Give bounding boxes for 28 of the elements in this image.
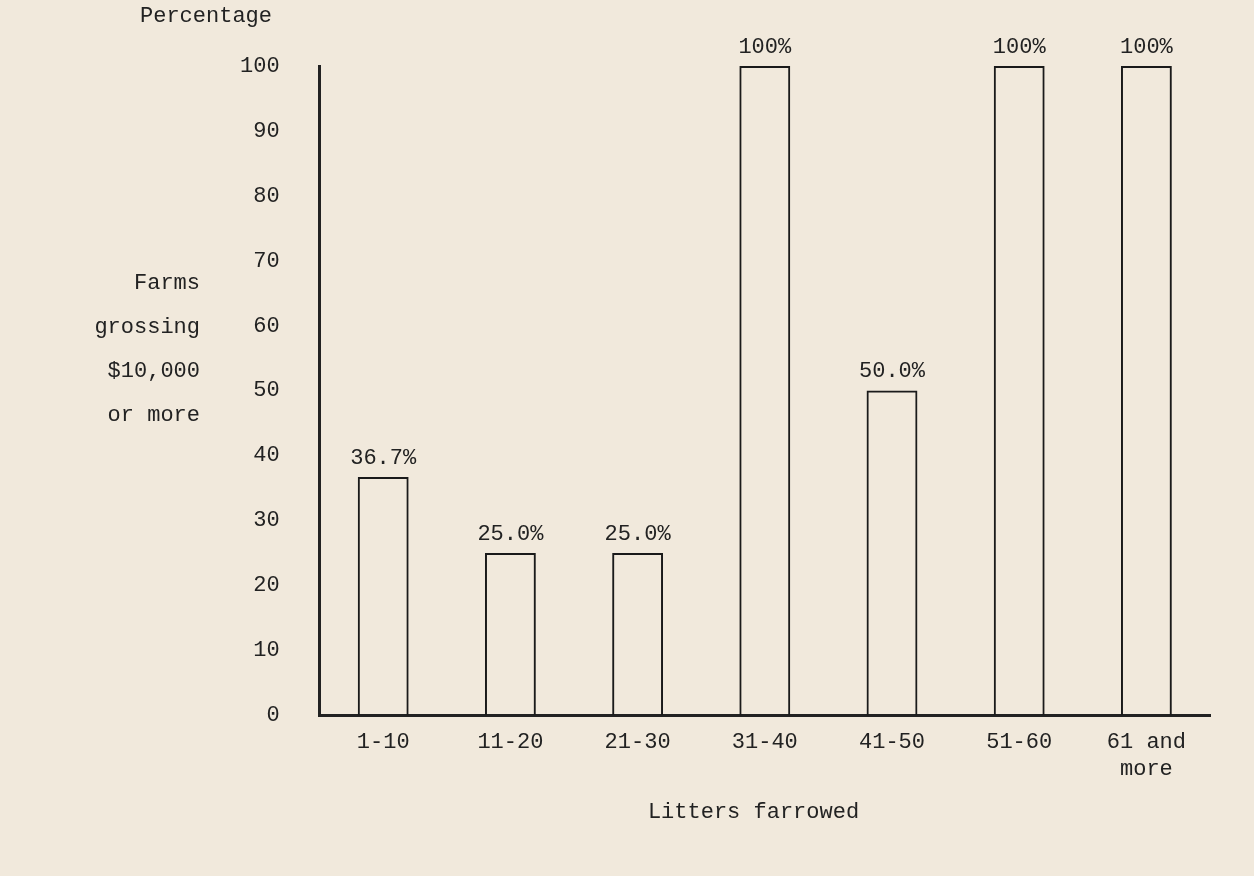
y-tick-label: 100 <box>240 53 280 79</box>
x-tick-label: 61 and more <box>1106 730 1187 782</box>
data-label: 36.7% <box>350 445 418 471</box>
x-tick-label: 51-60 <box>986 730 1053 756</box>
y-tick-label: 90 <box>253 118 280 144</box>
x-tick-label: 11-20 <box>477 730 544 756</box>
x-tick-label: 1-10 <box>356 730 410 756</box>
x-tick-label: 41-50 <box>858 730 926 756</box>
y-tick-label: 70 <box>253 248 280 274</box>
y-tick-label: 10 <box>253 638 280 664</box>
y-tick-label: 20 <box>253 573 280 599</box>
data-label: 100% <box>738 34 792 60</box>
x-tick-label: 31-40 <box>731 730 798 756</box>
data-label: 25.0% <box>477 521 545 547</box>
y-axis-title: Farms grossing $10,000 or more <box>93 270 200 430</box>
data-label: 100% <box>1119 34 1174 60</box>
x-tick-label: 21-30 <box>604 730 671 756</box>
y-tick-label: 60 <box>253 313 280 339</box>
y-tick-label: 0 <box>266 703 280 729</box>
x-axis-title: Litters farrowed <box>646 800 861 825</box>
data-label: 100% <box>992 34 1047 60</box>
data-label: 25.0% <box>604 521 672 547</box>
y-tick-label: 50 <box>253 378 280 404</box>
y-tick-label: 80 <box>253 183 280 209</box>
y-tick-label: 40 <box>253 443 280 469</box>
data-label: 50.0% <box>858 359 926 385</box>
text: Percentage <box>140 4 273 29</box>
y-tick-label: 30 <box>253 508 280 534</box>
